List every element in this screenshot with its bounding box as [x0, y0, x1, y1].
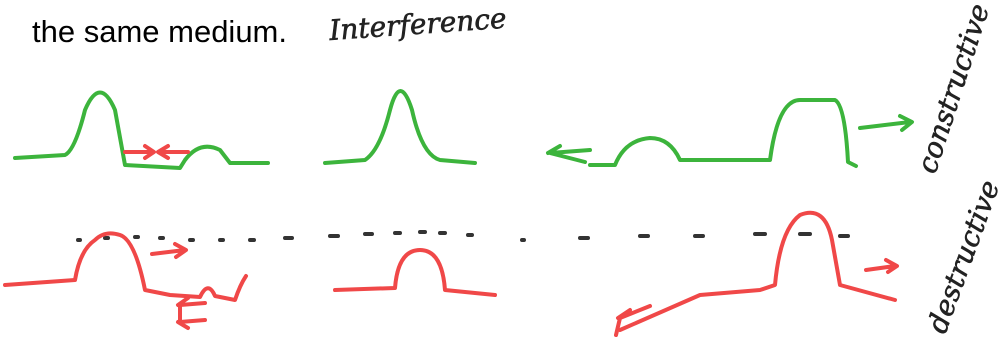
destructive-waves [5, 213, 897, 335]
row-label: constructive [910, 0, 996, 177]
constructive-waves [15, 91, 912, 168]
page: the same medium. Interference constructi… [0, 0, 1003, 341]
separator-dots [78, 232, 848, 240]
heading: Interference [327, 2, 507, 47]
body-text: the same medium. [32, 14, 287, 49]
row-label: destructive [921, 176, 1003, 337]
notes: the same medium. Interference constructi… [0, 0, 1003, 341]
